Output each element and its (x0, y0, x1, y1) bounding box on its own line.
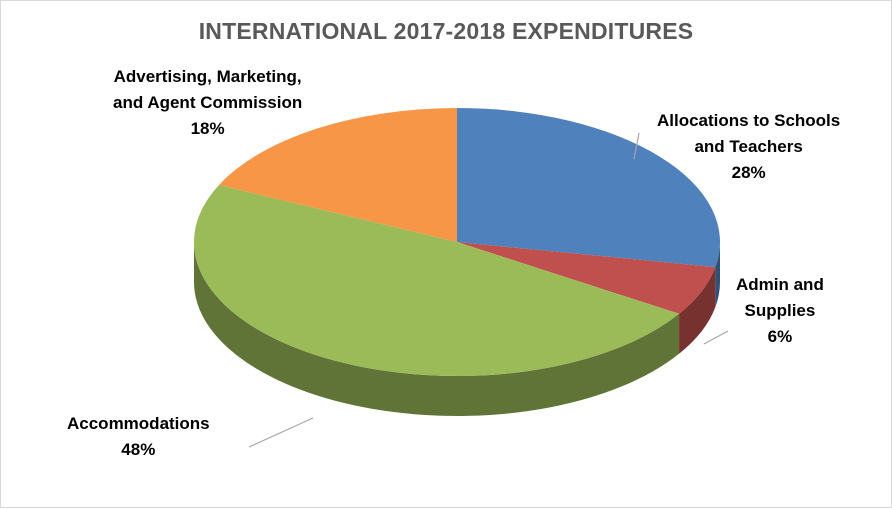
slice-side-admin (679, 267, 716, 354)
slice-side-allocations (715, 242, 720, 308)
data-label-accommodations: Accommodations 48% (67, 414, 210, 459)
slice-allocations (457, 108, 720, 268)
slice-admin (457, 242, 716, 314)
leader-line-admin (703, 330, 729, 345)
slice-accommodations (194, 184, 680, 376)
data-label-advertising: Advertising, Marketing, and Agent Commis… (113, 67, 303, 138)
chart-title: INTERNATIONAL 2017-2018 EXPENDITURES (198, 18, 694, 44)
leader-line-allocations (633, 132, 640, 160)
leader-line-accommodations (248, 417, 314, 448)
slice-advertising (219, 108, 457, 242)
data-label-allocations: Allocations to Schools and Teachers 28% (657, 111, 841, 182)
data-label-admin: Admin and Supplies 6% (736, 275, 824, 346)
slice-side-accommodations (194, 242, 680, 416)
